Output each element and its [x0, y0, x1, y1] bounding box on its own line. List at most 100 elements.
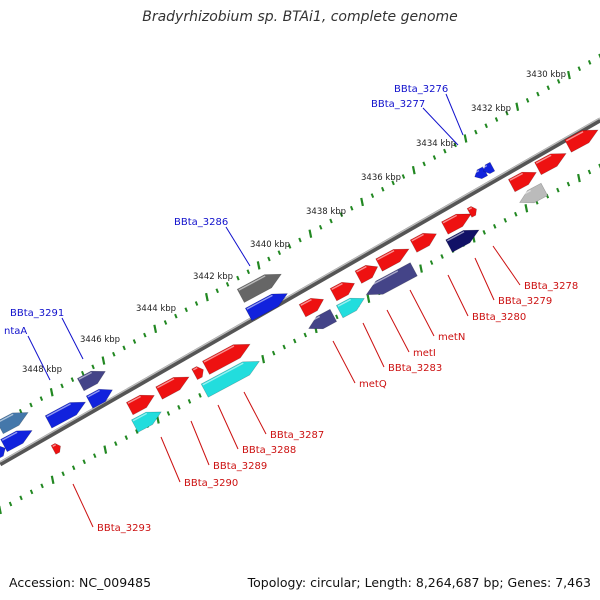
gene-label[interactable]: BBta_3290 [184, 478, 238, 489]
ruler-tick [411, 165, 416, 175]
gene-arrow[interactable] [131, 406, 164, 433]
gene-label[interactable]: BBta_3293 [97, 523, 151, 534]
ruler-tick [194, 301, 199, 306]
gene-arrow[interactable] [298, 293, 327, 318]
gene-arrow[interactable] [516, 182, 549, 209]
ruler-tick [494, 117, 499, 122]
label-leader-line [225, 226, 251, 267]
label-leader-line [422, 107, 459, 146]
gene-arrow[interactable] [375, 243, 413, 272]
ruler-tick [318, 224, 323, 230]
gene-arrow[interactable] [44, 396, 89, 429]
gene-label[interactable]: BBta_3278 [524, 281, 578, 292]
topology-label: Topology: circular; Length: 8,264,687 bp… [247, 575, 591, 590]
ruler-tick [366, 294, 371, 303]
gene-arrow[interactable] [0, 443, 8, 460]
gene-arrow[interactable] [200, 355, 263, 398]
gene-label[interactable]: BBta_3286 [174, 217, 228, 228]
gene-label[interactable]: BBta_3287 [270, 430, 324, 441]
gene-arrow[interactable] [155, 371, 193, 400]
label-leader-line [409, 289, 435, 337]
ruler-tick [143, 332, 147, 338]
label-leader-line [362, 322, 385, 368]
gene-arrow[interactable] [564, 124, 600, 153]
gene-arrow[interactable] [466, 205, 479, 218]
label-leader-line [61, 317, 84, 360]
ruler-tick [60, 383, 64, 389]
gene-arrow[interactable] [363, 262, 418, 302]
ruler-tick [463, 134, 468, 143]
ruler-tick [484, 123, 488, 129]
gene-label[interactable]: BBta_3277 [371, 99, 425, 110]
label-leader-line [445, 93, 464, 136]
gene-arrow[interactable] [191, 364, 206, 381]
gene-label[interactable]: BBta_3279 [498, 296, 552, 307]
gene-label[interactable]: BBta_3283 [388, 363, 442, 374]
label-leader-line [332, 340, 356, 384]
ruler-tick [70, 377, 75, 382]
gene-label[interactable]: BBta_3276 [394, 84, 448, 95]
gene-label[interactable]: metI [413, 348, 436, 359]
gene-arrow[interactable] [85, 384, 116, 409]
ruler-tick [525, 98, 530, 103]
gene-arrow[interactable] [50, 442, 63, 455]
ruler-tick [546, 85, 551, 91]
gene-arrow[interactable] [76, 365, 108, 392]
ruler-label: 3436 kbp [361, 173, 401, 183]
gene-arrow[interactable] [305, 308, 338, 335]
gene-arrow[interactable] [335, 292, 367, 319]
gene-arrow[interactable] [202, 338, 253, 375]
gene-labels: BBta_3276 BBta_3277 BBta_3286 BBta_3291 ntaA… [4, 84, 578, 534]
gene-arrow[interactable] [329, 277, 358, 302]
gene-arrow[interactable] [244, 287, 290, 321]
ruler-tick [215, 288, 219, 294]
ruler-tick [577, 66, 582, 72]
ruler-tick [391, 180, 395, 186]
gene-label[interactable]: BBta_3280 [472, 312, 526, 323]
label-leader-line [492, 245, 521, 286]
gene-label[interactable]: metN [438, 332, 465, 343]
gene-features [0, 124, 600, 460]
ruler-tick [432, 155, 437, 160]
ruler-label: 3442 kbp [193, 272, 233, 282]
gene-label[interactable]: BBta_3289 [213, 461, 267, 472]
ruler-tick [277, 250, 282, 256]
ruler-tick [122, 345, 126, 351]
gene-arrow[interactable] [236, 268, 285, 303]
gene-arrow[interactable] [507, 166, 539, 193]
ruler-tick [163, 320, 168, 325]
label-leader-line [160, 436, 181, 483]
gene-arrow[interactable] [441, 208, 474, 235]
ruler-tick [524, 204, 529, 213]
ruler-tick [166, 411, 171, 416]
ruler-tick [587, 59, 592, 65]
ruler-tick [429, 260, 434, 265]
ruler-tick [422, 161, 426, 167]
gene-arrow[interactable] [445, 224, 483, 253]
ruler-tick [0, 505, 2, 515]
gene-arrow[interactable] [0, 406, 31, 435]
gene-label[interactable]: BBta_3291 [10, 308, 64, 319]
gene-arrow[interactable] [481, 161, 496, 176]
ruler-label: 3434 kbp [416, 139, 456, 149]
ruler-tick [135, 429, 139, 434]
gene-arrow[interactable] [125, 389, 157, 416]
ruler-tick [49, 388, 54, 397]
ruler-tick [198, 392, 202, 398]
backbone-line [0, 117, 600, 467]
gene-label[interactable]: ntaA [4, 326, 27, 337]
gene-arrow[interactable] [354, 261, 381, 284]
ruler-tick [293, 338, 297, 344]
gene-arrow[interactable] [534, 147, 570, 176]
gene-arrow[interactable] [0, 424, 36, 453]
label-leader-line [447, 274, 469, 317]
ruler-label: 3448 kbp [22, 365, 62, 375]
ruler-tick [381, 186, 385, 192]
gene-label[interactable]: metQ [359, 379, 387, 390]
ruler-label: 3438 kbp [306, 207, 346, 217]
gene-arrow[interactable] [409, 228, 440, 253]
ruler-tick [556, 79, 561, 84]
gene-label[interactable]: BBta_3288 [242, 445, 296, 456]
ruler-tick [536, 91, 540, 97]
